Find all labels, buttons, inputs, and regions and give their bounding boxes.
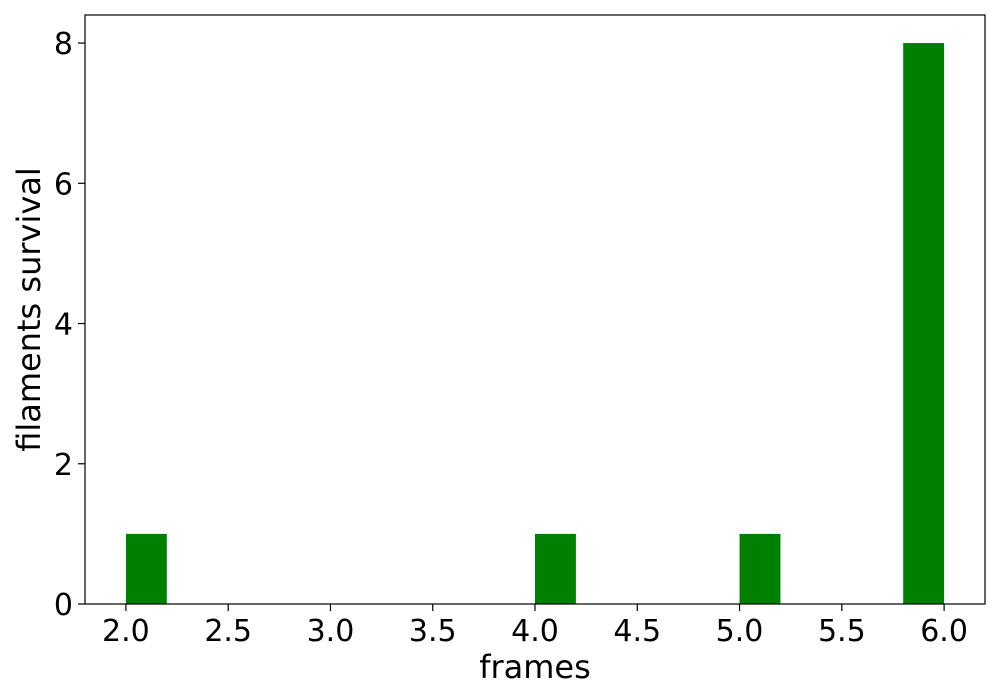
x-tick-label-8: 6.0: [920, 614, 968, 649]
y-axis-ticks: 0 2 4 6 8: [54, 27, 85, 623]
x-tick-label-2: 3.0: [307, 614, 355, 649]
x-tick-label-3: 3.5: [409, 614, 457, 649]
x-tick-label-0: 2.0: [102, 614, 150, 649]
y-tick-label-4: 8: [54, 27, 73, 62]
y-tick-label-0: 0: [54, 588, 73, 623]
bars-group: [125, 43, 945, 605]
y-tick-label-1: 2: [54, 448, 73, 483]
x-tick-label-6: 5.0: [716, 614, 764, 649]
y-axis-label: filaments survival: [10, 167, 48, 452]
y-tick-label-2: 4: [54, 308, 73, 343]
bar-3: [903, 43, 945, 605]
x-tick-label-4: 4.0: [511, 614, 559, 649]
x-axis-label: frames: [479, 648, 591, 686]
bar-1: [535, 533, 576, 604]
bar-2: [739, 533, 781, 604]
x-tick-label-1: 2.5: [204, 614, 252, 649]
x-tick-label-5: 4.5: [613, 614, 661, 649]
plot-frame: [84, 14, 986, 605]
x-tick-label-7: 5.5: [818, 614, 866, 649]
y-tick-label-3: 6: [54, 167, 73, 202]
bar-0: [125, 533, 167, 604]
x-axis-ticks: 2.0 2.5 3.0 3.5 4.0 4.5 5.0 5.5 6.0: [102, 604, 968, 649]
